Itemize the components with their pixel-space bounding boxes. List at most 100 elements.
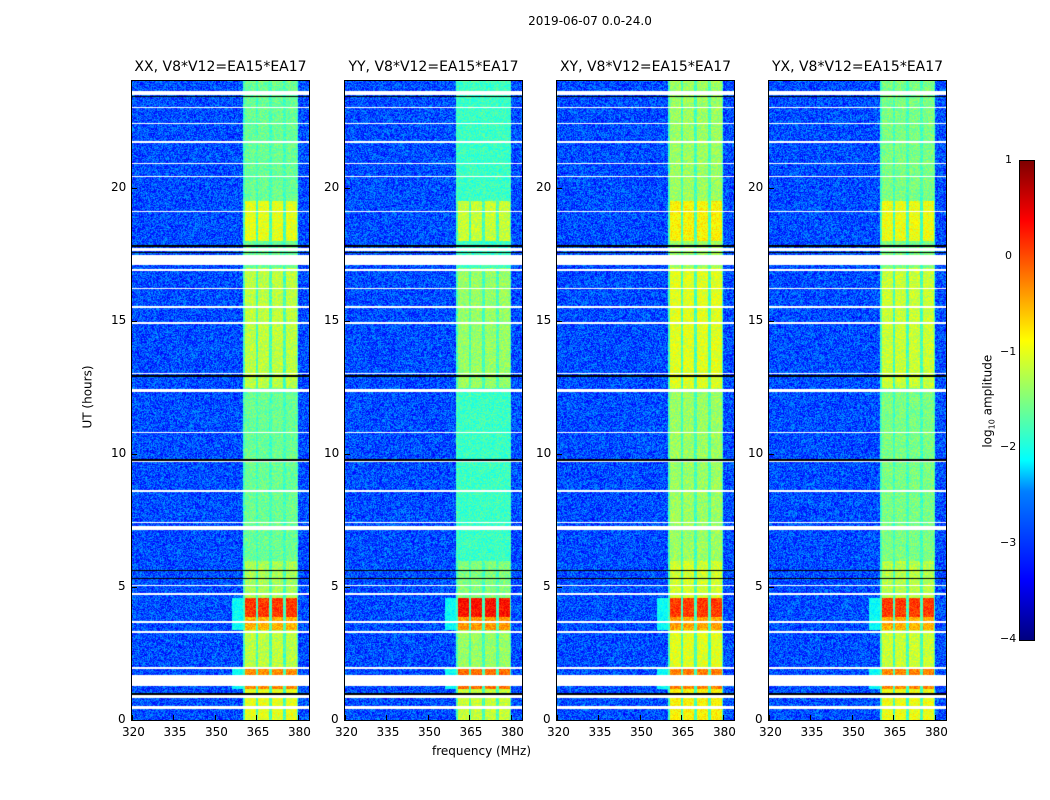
heatmap-image bbox=[557, 81, 734, 720]
x-tick-label: 365 bbox=[459, 725, 483, 739]
y-tick-label: 5 bbox=[755, 578, 763, 593]
colorbar-tick-label: 1 bbox=[1005, 153, 1012, 166]
x-tick-label: 335 bbox=[163, 725, 187, 739]
y-tick-mark bbox=[345, 720, 350, 721]
y-tick-mark bbox=[132, 187, 137, 189]
x-tick-label: 350 bbox=[204, 725, 228, 739]
y-tick-label: 20 bbox=[324, 179, 340, 194]
y-tick-label: 0 bbox=[118, 712, 126, 726]
y-tick-mark bbox=[132, 320, 137, 322]
x-tick-label: 320 bbox=[547, 725, 570, 739]
panel-title: XY, V8*V12=EA15*EA17 bbox=[559, 59, 732, 75]
spectrogram-panel-4: YX, V8*V12=EA15*EA17 bbox=[768, 59, 947, 721]
y-tick-mark bbox=[769, 453, 774, 455]
y-tick-mark bbox=[132, 720, 137, 721]
x-tick-mark bbox=[934, 715, 936, 720]
x-tick-mark bbox=[386, 715, 388, 720]
y-tick-label: 5 bbox=[331, 578, 339, 593]
heatmap-image bbox=[345, 81, 522, 720]
x-tick-mark bbox=[345, 715, 346, 720]
y-tick-mark bbox=[132, 586, 137, 588]
colorbar-label: log10 amplitude bbox=[980, 354, 997, 448]
x-tick-label: 380 bbox=[712, 725, 736, 739]
y-tick-label: 0 bbox=[543, 712, 551, 726]
y-tick-mark bbox=[769, 720, 774, 721]
x-tick-mark bbox=[510, 715, 512, 720]
x-tick-mark bbox=[132, 715, 133, 720]
colorbar bbox=[1019, 160, 1035, 641]
x-tick-mark bbox=[469, 715, 471, 720]
y-tick-mark bbox=[345, 586, 350, 588]
x-tick-label: 350 bbox=[417, 725, 441, 739]
y-axis-label: UT (hours) bbox=[80, 365, 95, 429]
colorbar-tick-label: −1 bbox=[1000, 344, 1017, 358]
y-tick-mark bbox=[557, 720, 562, 721]
y-tick-mark bbox=[345, 320, 350, 322]
spectrogram-panel-2: YY, V8*V12=EA15*EA17 bbox=[344, 59, 523, 721]
y-tick-label: 5 bbox=[543, 578, 551, 593]
x-tick-label: 320 bbox=[122, 725, 145, 739]
y-tick-mark bbox=[557, 453, 562, 455]
y-tick-label: 15 bbox=[111, 312, 127, 327]
y-tick-mark bbox=[345, 453, 350, 455]
panel-title: YX, V8*V12=EA15*EA17 bbox=[771, 59, 944, 75]
x-tick-label: 365 bbox=[671, 725, 695, 739]
x-tick-label: 335 bbox=[376, 725, 400, 739]
panel-title: YY, V8*V12=EA15*EA17 bbox=[348, 59, 519, 75]
x-tick-mark bbox=[681, 715, 683, 720]
y-tick-label: 15 bbox=[536, 312, 552, 327]
x-tick-label: 380 bbox=[500, 725, 524, 739]
y-tick-label: 0 bbox=[755, 712, 763, 726]
colorbar-tick-label: −2 bbox=[1000, 440, 1017, 454]
spectrogram-panel-3: XY, V8*V12=EA15*EA17 bbox=[556, 59, 735, 721]
x-tick-label: 335 bbox=[588, 725, 612, 739]
y-tick-label: 10 bbox=[324, 445, 340, 460]
y-tick-label: 20 bbox=[111, 179, 127, 194]
x-tick-mark bbox=[557, 715, 558, 720]
y-tick-mark bbox=[557, 320, 562, 322]
heatmap-image bbox=[132, 81, 309, 720]
y-tick-mark bbox=[345, 187, 350, 189]
y-tick-label: 10 bbox=[748, 445, 764, 460]
x-tick-mark bbox=[598, 715, 600, 720]
y-tick-label: 15 bbox=[748, 312, 764, 327]
colorbar-tick-label: −3 bbox=[1000, 536, 1017, 550]
y-tick-label: 20 bbox=[536, 179, 552, 194]
x-tick-label: 350 bbox=[841, 725, 865, 739]
x-tick-label: 380 bbox=[924, 725, 948, 739]
y-tick-mark bbox=[769, 320, 774, 322]
x-tick-mark bbox=[722, 715, 724, 720]
x-tick-mark bbox=[639, 715, 641, 720]
x-tick-mark bbox=[769, 715, 770, 720]
panel-title: XX, V8*V12=EA15*EA17 bbox=[134, 59, 307, 75]
y-tick-mark bbox=[557, 586, 562, 588]
y-tick-label: 20 bbox=[748, 179, 764, 194]
spectrogram-panel-1: XX, V8*V12=EA15*EA17 bbox=[131, 59, 310, 721]
x-tick-label: 365 bbox=[883, 725, 907, 739]
y-tick-label: 5 bbox=[118, 578, 126, 593]
y-tick-mark bbox=[557, 187, 562, 189]
y-tick-label: 10 bbox=[111, 445, 127, 460]
heatmap-image bbox=[769, 81, 946, 720]
x-tick-mark bbox=[297, 715, 299, 720]
y-tick-label: 15 bbox=[324, 312, 340, 327]
y-tick-mark bbox=[132, 453, 137, 455]
x-tick-mark bbox=[810, 715, 812, 720]
x-tick-mark bbox=[893, 715, 895, 720]
colorbar-tick-label: −4 bbox=[1000, 632, 1017, 645]
x-tick-mark bbox=[214, 715, 216, 720]
x-tick-mark bbox=[427, 715, 429, 720]
y-tick-mark bbox=[769, 586, 774, 588]
y-tick-label: 0 bbox=[331, 712, 339, 726]
x-tick-label: 320 bbox=[335, 725, 358, 739]
x-tick-label: 365 bbox=[246, 725, 270, 739]
figure-title: 2019-06-07 0.0-24.0 bbox=[528, 14, 652, 28]
x-tick-label: 380 bbox=[287, 725, 311, 739]
x-tick-mark bbox=[173, 715, 175, 720]
x-tick-label: 320 bbox=[759, 725, 782, 739]
x-tick-label: 350 bbox=[629, 725, 653, 739]
y-tick-mark bbox=[769, 187, 774, 189]
colorbar-tick-label: 0 bbox=[1005, 248, 1012, 262]
x-tick-mark bbox=[851, 715, 853, 720]
